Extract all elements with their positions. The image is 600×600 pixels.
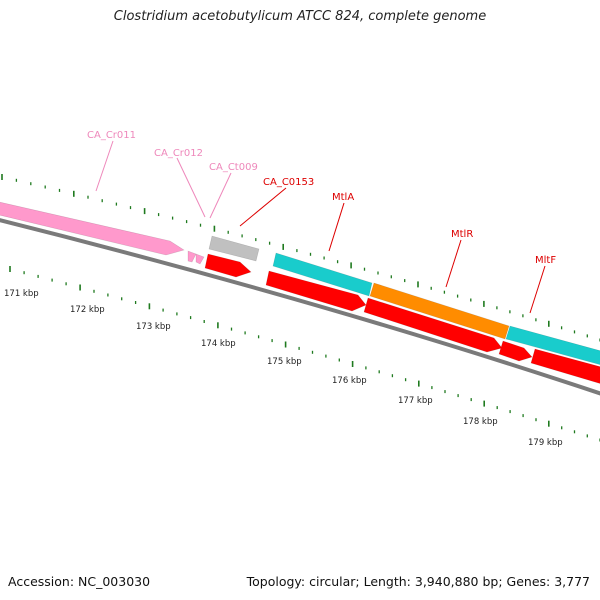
feature-ca-cr012-arrow[interactable]	[187, 250, 197, 263]
inner-tick-ruler	[9, 266, 600, 442]
leader-ca-cr011	[95, 140, 114, 192]
ruler-label-176: 176 kbp	[332, 376, 367, 386]
ruler-label-171: 171 kbp	[4, 289, 39, 299]
feature-ca-ct009-arrow[interactable]	[208, 235, 260, 262]
leader-mtlr	[445, 239, 462, 288]
genome-backbone	[0, 218, 600, 396]
leader-ca-c0153	[239, 187, 287, 227]
ruler-label-173: 173 kbp	[136, 322, 171, 332]
label-ca-ct009[interactable]: CA_Ct009	[209, 162, 258, 173]
ruler-labels: 171 kbp 172 kbp 173 kbp 174 kbp 175 kbp …	[4, 289, 563, 448]
label-ca-cr011[interactable]: CA_Cr011	[87, 130, 136, 141]
leader-mtla	[328, 202, 345, 252]
feature-ca-cr012b-arrow[interactable]	[195, 253, 205, 265]
ruler-label-174: 174 kbp	[201, 339, 236, 349]
ruler-label-179: 179 kbp	[528, 438, 563, 448]
cds-arrow-4[interactable]	[498, 340, 533, 362]
feature-mtlr-arrow[interactable]	[369, 282, 510, 340]
label-mtla[interactable]: MtlA	[332, 192, 354, 203]
cds-arrow-2[interactable]	[265, 270, 367, 312]
map-title: Clostridium acetobutylicum ATCC 824, com…	[113, 9, 487, 24]
label-mtlr[interactable]: MtlR	[451, 229, 473, 240]
leader-ca-cr012	[176, 157, 206, 218]
outer-tick-ruler	[1, 174, 600, 342]
ruler-label-172: 172 kbp	[70, 305, 105, 315]
leader-ca-ct009	[209, 172, 232, 219]
leader-mltf	[529, 265, 546, 314]
ruler-label-177: 177 kbp	[398, 396, 433, 406]
feature-mltf-arrow[interactable]	[505, 325, 600, 366]
feature-ca-cr011-arrow[interactable]	[0, 201, 185, 256]
feature-mtla-arrow[interactable]	[272, 252, 373, 297]
cds-arrow-3[interactable]	[363, 297, 503, 353]
label-ca-cr012[interactable]: CA_Cr012	[154, 148, 203, 159]
feature-ca-c0153-cds[interactable]	[204, 253, 252, 278]
label-ca-c0153[interactable]: CA_C0153	[263, 177, 314, 188]
label-leaders	[95, 140, 546, 314]
ruler-label-178: 178 kbp	[463, 417, 498, 427]
genome-summary-text: Topology: circular; Length: 3,940,880 bp…	[246, 574, 590, 589]
accession-text: Accession: NC_003030	[8, 574, 151, 589]
ruler-label-175: 175 kbp	[267, 357, 302, 367]
cds-arrow-5[interactable]	[530, 348, 600, 385]
label-mltf[interactable]: MltF	[535, 255, 556, 266]
feature-labels: CA_Cr011 CA_Cr012 CA_Ct009 CA_C0153 MtlA…	[87, 130, 556, 266]
